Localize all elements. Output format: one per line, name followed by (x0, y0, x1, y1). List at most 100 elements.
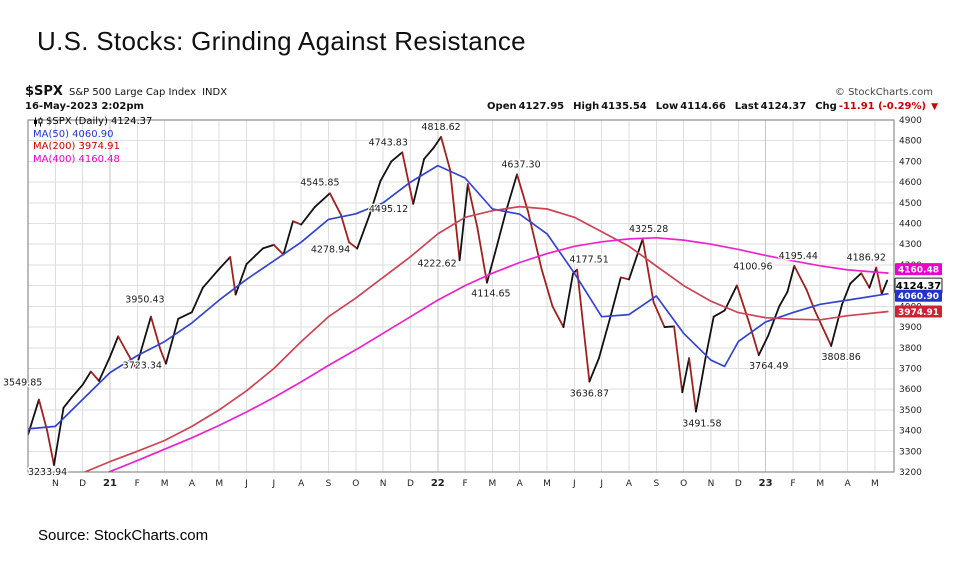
svg-text:M: M (871, 479, 879, 489)
svg-text:3800: 3800 (899, 344, 922, 354)
svg-text:4160.48: 4160.48 (898, 266, 939, 276)
svg-text:S: S (653, 479, 659, 489)
price-annotation: 4818.62 (421, 122, 460, 133)
svg-text:3200: 3200 (899, 468, 922, 478)
price-series (28, 135, 889, 466)
timestamp: 16-May-2023 2:02pm (25, 101, 144, 112)
svg-text:O: O (680, 479, 687, 489)
svg-text:F: F (463, 479, 468, 489)
candlestick-icon (34, 117, 43, 127)
price-annotation: 3723.34 (123, 361, 162, 372)
ma200-line (82, 205, 889, 472)
svg-text:A: A (517, 479, 524, 489)
source-attribution: Source: StockCharts.com (38, 527, 209, 544)
svg-text:3300: 3300 (899, 447, 922, 457)
chart-header: $SPX S&P 500 Large Cap Index INDX © Stoc… (25, 84, 933, 99)
quote-last: Last 4124.37 (734, 101, 807, 112)
svg-text:4800: 4800 (899, 137, 922, 147)
svg-text:O: O (352, 479, 359, 489)
legend-label: $SPX (Daily) 4124.37 (46, 116, 153, 127)
copyright: © StockCharts.com (834, 87, 933, 98)
svg-text:3600: 3600 (899, 385, 922, 395)
svg-text:M: M (489, 479, 497, 489)
svg-text:D: D (407, 479, 414, 489)
price-annotation: 4637.30 (501, 159, 540, 170)
svg-text:F: F (790, 479, 795, 489)
svg-text:4500: 4500 (899, 199, 922, 209)
price-chart: 3200330034003500360037003800390040004100… (2, 116, 943, 489)
price-annotation: 3233.94 (28, 467, 67, 478)
svg-text:N: N (708, 479, 715, 489)
legend-item-spx: $SPX (Daily) 4124.37 (33, 116, 152, 129)
annotations: 3549.85 3233.94 3950.43 3723.34 4545.85 4278.… (2, 121, 887, 480)
plot-border (27, 119, 895, 473)
price-annotation: 3764.49 (749, 361, 788, 372)
svg-text:3500: 3500 (899, 406, 922, 416)
quote-high: High 4135.54 (573, 101, 647, 112)
x-axis-labels: N D 21 F M A M J J A S O N D 22 F M A M J J A S O N D 23 F M A M (52, 478, 879, 489)
svg-text:22: 22 (431, 478, 445, 489)
svg-text:3974.91: 3974.91 (898, 308, 939, 318)
page-title: U.S. Stocks: Grinding Against Resistance (37, 26, 526, 56)
svg-text:F: F (135, 479, 140, 489)
price-tag (895, 305, 942, 318)
price-tag (895, 289, 942, 302)
quote-change: Chg -11.91 (-0.29%) (815, 101, 927, 112)
ticker-symbol: $SPX (25, 84, 63, 99)
svg-text:4124.37: 4124.37 (896, 281, 942, 292)
index-name: S&P 500 Large Cap Index (68, 87, 197, 98)
svg-text:4060.90: 4060.90 (898, 292, 939, 302)
price-annotation: 4177.51 (569, 255, 608, 266)
ma400-line (106, 236, 889, 472)
price-annotation: 3549.85 (3, 378, 42, 389)
svg-text:D: D (735, 479, 742, 489)
legend-item-ma50: MA(50) 4060.90 (33, 129, 152, 142)
svg-text:A: A (298, 479, 305, 489)
price-annotation: 4100.96 (733, 261, 772, 272)
price-annotation: 4222.62 (417, 258, 456, 269)
svg-text:M: M (543, 479, 551, 489)
svg-text:A: A (189, 479, 196, 489)
svg-text:4900: 4900 (899, 116, 922, 126)
svg-text:M: M (816, 479, 824, 489)
price-annotation: 4114.65 (471, 289, 510, 300)
svg-text:3400: 3400 (899, 427, 922, 437)
legend-item-ma400: MA(400) 4160.48 (33, 154, 152, 167)
legend-label: MA(400) 4160.48 (33, 153, 120, 165)
svg-text:D: D (79, 479, 86, 489)
exchange-label: INDX (202, 87, 228, 98)
svg-text:4300: 4300 (899, 240, 922, 250)
svg-text:21: 21 (103, 478, 117, 489)
svg-text:A: A (844, 479, 851, 489)
quote-row: 16-May-2023 2:02pm Open 4127.95 High 4135.… (25, 101, 938, 112)
price-annotation: 3808.86 (822, 352, 861, 363)
down-arrow-icon: ▼ (931, 102, 938, 112)
price-annotation: 4495.12 (369, 204, 408, 215)
legend-item-ma200: MA(200) 3974.91 (33, 141, 152, 154)
svg-text:4400: 4400 (899, 220, 922, 230)
price-annotation: 4195.44 (779, 251, 818, 262)
svg-text:N: N (52, 479, 59, 489)
price-annotation: 4325.28 (629, 224, 668, 235)
quote-low: Low 4114.66 (655, 101, 726, 112)
price-annotation: 3491.58 (682, 419, 721, 430)
chart-legend: $SPX (Daily) 4124.37 MA(50) 4060.90 MA(2… (33, 116, 152, 166)
ma50-line (28, 164, 889, 430)
legend-label: MA(200) 3974.91 (33, 141, 120, 152)
svg-text:J: J (599, 479, 603, 489)
price-tag (895, 263, 942, 276)
svg-text:N: N (380, 479, 387, 489)
price-annotation: 4278.94 (311, 245, 350, 256)
svg-text:3900: 3900 (899, 323, 922, 333)
svg-text:M: M (161, 479, 169, 489)
price-annotation: 3950.43 (125, 295, 164, 306)
price-annotation: 3636.87 (570, 389, 609, 400)
svg-text:S: S (326, 479, 332, 489)
price-annotation: 4743.83 (369, 137, 408, 148)
svg-text:J: J (272, 479, 276, 489)
svg-text:M: M (215, 479, 223, 489)
price-annotation: 4545.85 (300, 177, 339, 188)
svg-text:23: 23 (759, 478, 773, 489)
